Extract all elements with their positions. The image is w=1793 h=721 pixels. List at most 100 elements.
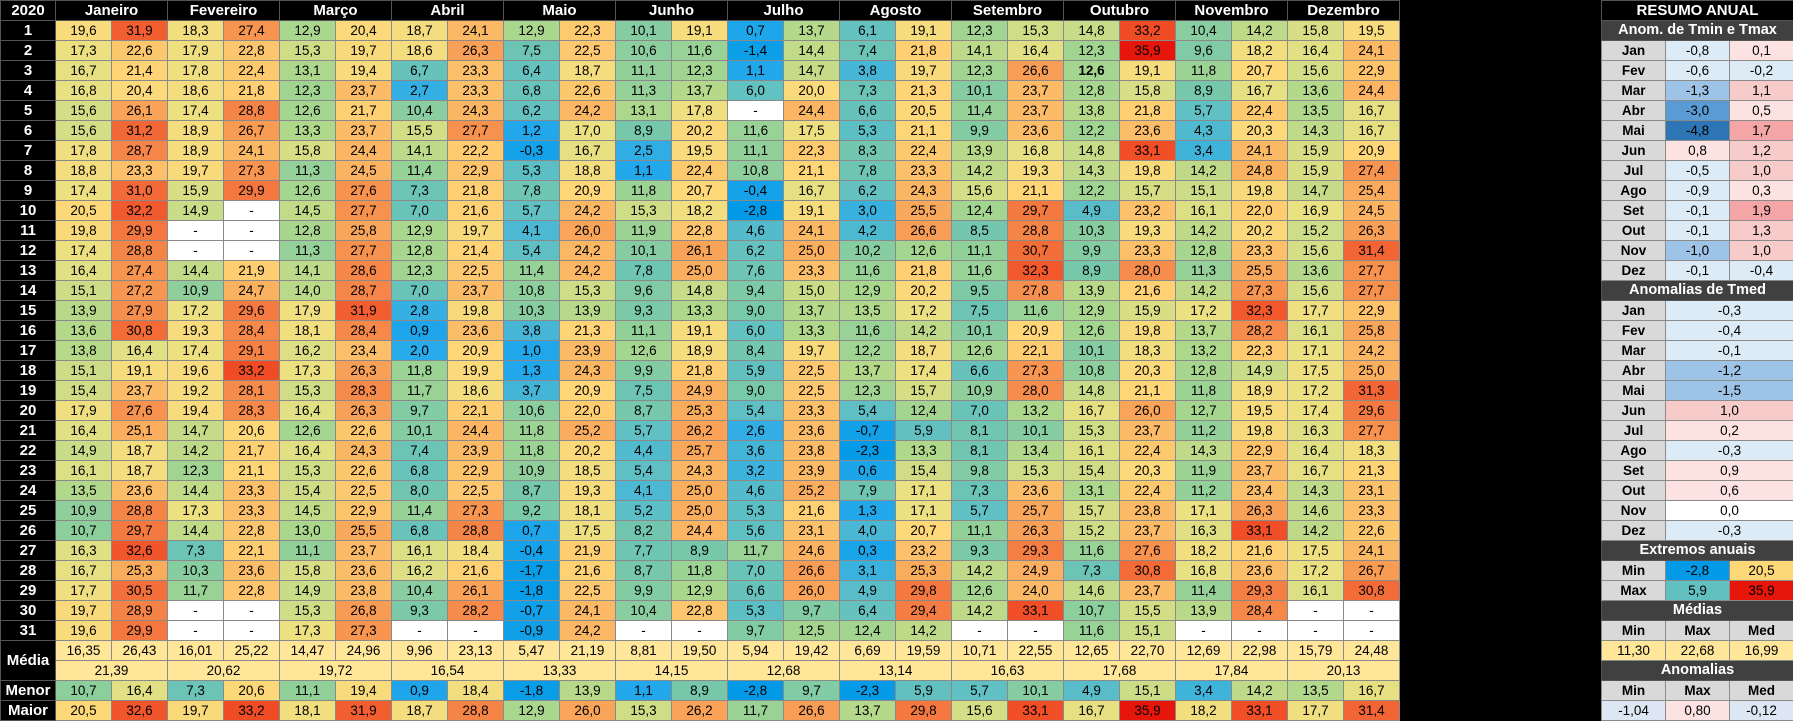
tmax-cell: 22,3 [783, 140, 840, 161]
tmax-cell: - [223, 240, 280, 261]
tmin-cell: 14,8 [1063, 380, 1120, 401]
tmax-cell: 14,7 [783, 60, 840, 81]
maior-cell: 33,1 [1007, 700, 1064, 721]
tmin-cell: 14,6 [1287, 500, 1344, 521]
tmax-cell: 23,6 [783, 420, 840, 441]
tmin-cell: 8,0 [391, 480, 448, 501]
tmax-cell: 22,6 [111, 40, 168, 61]
anom-tmin-cell: -0,6 [1665, 60, 1730, 81]
tmin-cell: 14,3 [1063, 160, 1120, 181]
tmax-cell: 21,1 [1119, 380, 1176, 401]
tmax-cell: 22,6 [335, 420, 392, 441]
tmin-cell: 15,3 [279, 600, 336, 621]
tmin-cell: 10,9 [503, 460, 560, 481]
tmax-cell: 27,7 [335, 200, 392, 221]
tmax-cell: 26,0 [559, 220, 616, 241]
tmin-cell: 17,4 [167, 340, 224, 361]
tmin-cell: 6,6 [727, 580, 784, 601]
tmax-cell: 22,8 [671, 220, 728, 241]
tmax-cell: 23,3 [223, 480, 280, 501]
tmin-cell: 16,4 [55, 420, 112, 441]
tmax-cell: 26,1 [671, 240, 728, 261]
tmin-cell: 5,6 [727, 520, 784, 541]
tmax-cell: 23,7 [1119, 420, 1176, 441]
tmin-cell: 4,1 [503, 220, 560, 241]
tmin-cell: 5,7 [503, 200, 560, 221]
day-row: 6 15,6 31,2 18,9 26,7 13,3 23,7 15,5 27,7 1,2 17,0… [0, 120, 1400, 141]
mean-cell: 23,13 [447, 640, 504, 661]
tmax-cell: 23,7 [335, 120, 392, 141]
month-header-11: Novembro [1175, 0, 1288, 21]
tmin-cell: 19,7 [167, 160, 224, 181]
day-number: 24 [0, 480, 56, 501]
tmin-cell: 6,0 [727, 320, 784, 341]
anom-tmax-cell: 1,7 [1729, 120, 1793, 141]
menor-cell: 13,5 [1287, 680, 1344, 701]
month-abbr: Jul [1601, 420, 1666, 441]
day-number: 15 [0, 300, 56, 321]
maior-cell: 16,7 [1063, 700, 1120, 721]
tmin-cell: 9,3 [615, 300, 672, 321]
tmax-cell: 12,3 [671, 60, 728, 81]
month-header-8: Agosto [839, 0, 952, 21]
tmax-cell: 19,7 [895, 60, 952, 81]
mean-cell: 19,50 [671, 640, 728, 661]
tmin-cell: 4,1 [615, 480, 672, 501]
tmin-cell: 5,3 [727, 600, 784, 621]
menor-cell: 1,1 [615, 680, 672, 701]
maior-cell: 18,1 [279, 700, 336, 721]
tmax-cell: 28,8 [223, 100, 280, 121]
month-abbr: Fev [1601, 320, 1666, 341]
tmax-cell: 14,9 [1231, 360, 1288, 381]
tmax-cell: 20,3 [1119, 460, 1176, 481]
month-abbr: Jan [1601, 40, 1666, 61]
tmax-cell: 23,6 [335, 560, 392, 581]
tmax-cell: 33,1 [1231, 520, 1288, 541]
tmax-cell: 27,4 [1343, 160, 1400, 181]
tmax-cell: 23,7 [1119, 580, 1176, 601]
tmin-cell: 13,9 [55, 300, 112, 321]
tmin-cell: 6,0 [727, 80, 784, 101]
tmin-cell: 0,7 [727, 20, 784, 41]
tmax-cell: 22,9 [1343, 60, 1400, 81]
tmax-cell: 32,3 [1007, 260, 1064, 281]
tmax-cell: 33,2 [223, 360, 280, 381]
tmin-cell: 5,7 [951, 500, 1008, 521]
tmin-cell: 2,8 [391, 300, 448, 321]
anomalies-col-max: Max [1665, 680, 1730, 701]
tmin-cell: 16,7 [55, 560, 112, 581]
day-number: 6 [0, 120, 56, 141]
maior-cell: 35,9 [1119, 700, 1176, 721]
tmax-cell: 18,4 [447, 540, 504, 561]
tmin-cell: 14,2 [951, 600, 1008, 621]
tmin-cell: - [951, 620, 1008, 641]
tmax-cell: 23,8 [783, 440, 840, 461]
tmin-cell: 3,6 [727, 440, 784, 461]
day-row: 25 10,9 28,8 17,3 23,3 14,5 22,9 11,4 27,3 9,2 18,… [0, 500, 1400, 521]
tmin-cell: 11,1 [951, 520, 1008, 541]
tmin-cell: 12,9 [391, 220, 448, 241]
tmin-cell: 7,8 [839, 160, 896, 181]
tmin-cell: 9,4 [727, 280, 784, 301]
month-header-12: Dezembro [1287, 0, 1400, 21]
tmax-cell: 19,5 [1343, 20, 1400, 41]
tmin-cell: 6,2 [727, 240, 784, 261]
tmin-cell: -2,3 [839, 440, 896, 461]
tmax-cell: 22,5 [335, 480, 392, 501]
anom-tmax-cell: 1,9 [1729, 200, 1793, 221]
anom-tmin-cell: -0,1 [1665, 220, 1730, 241]
tmin-cell: 7,3 [167, 540, 224, 561]
tmax-cell: 23,7 [447, 280, 504, 301]
tmin-cell: 14,2 [1175, 220, 1232, 241]
tmax-cell: 26,6 [783, 560, 840, 581]
day-number: 4 [0, 80, 56, 101]
tmax-cell: 19,8 [1231, 180, 1288, 201]
tmax-cell: 12,6 [895, 240, 952, 261]
day-row: 24 13,5 23,6 14,4 23,3 15,4 22,5 8,0 22,5 8,7 19,3… [0, 480, 1400, 501]
tmax-cell: 20,6 [223, 420, 280, 441]
tmin-cell: 17,2 [167, 300, 224, 321]
tmax-cell: 21,3 [559, 320, 616, 341]
tmin-cell: 15,5 [391, 120, 448, 141]
tmin-cell: 16,4 [279, 440, 336, 461]
